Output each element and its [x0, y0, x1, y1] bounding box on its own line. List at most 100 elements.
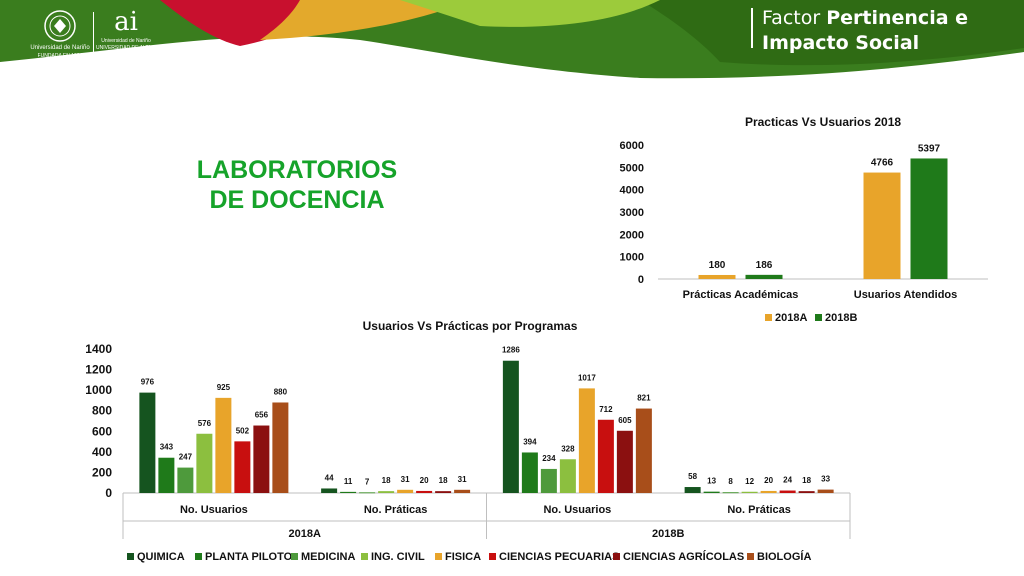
- legend-swatch: [613, 553, 620, 560]
- legend-label: BIOLOGÍA: [757, 550, 811, 563]
- y-tick-label: 1000: [620, 252, 644, 264]
- university-logo-founded: FUNDADA EN 1904: [37, 53, 83, 59]
- factor-name-part1: Pertinencia e: [826, 7, 969, 29]
- bar: [177, 467, 194, 493]
- y-tick-label: 4000: [620, 185, 644, 197]
- data-label: 1286: [502, 346, 520, 355]
- x-tick-label: Usuarios Atendidos: [854, 289, 958, 301]
- y-tick-label: 400: [92, 445, 112, 459]
- data-label: 24: [783, 476, 792, 485]
- legend-swatch: [765, 314, 772, 321]
- bar: [158, 457, 175, 493]
- legend-swatch: [747, 553, 754, 560]
- data-label: 925: [217, 383, 231, 392]
- data-label: 7: [365, 477, 370, 486]
- y-tick-label: 200: [92, 465, 112, 479]
- bar: [779, 490, 796, 493]
- page-title-line1: LABORATORIOS: [196, 156, 398, 184]
- data-label: 33: [821, 475, 830, 484]
- accreditation-caption-3: ACREDITACIÓN INSTITUCIONAL: [96, 52, 173, 58]
- bar: [234, 441, 251, 493]
- legend-label: CIENCIAS AGRÍCOLAS: [623, 550, 744, 563]
- y-tick-label: 0: [105, 486, 112, 500]
- bar: [196, 433, 213, 493]
- y-tick-label: 3000: [620, 207, 644, 219]
- header-divider: [751, 8, 753, 48]
- bar: [817, 489, 834, 493]
- y-tick-label: 1200: [85, 363, 112, 377]
- bar: [798, 491, 815, 493]
- factor-title-line2: Impacto Social: [762, 32, 919, 54]
- chart-title: Usuarios Vs Prácticas por Programas: [363, 319, 578, 333]
- x-tick-label: Prácticas Académicas: [683, 289, 799, 301]
- data-label: 976: [141, 378, 155, 387]
- logo-divider: [93, 12, 94, 56]
- y-tick-label: 6000: [620, 140, 644, 152]
- data-label: 328: [561, 444, 575, 453]
- bar: [321, 488, 338, 493]
- bar: [378, 491, 395, 493]
- data-label: 821: [637, 394, 651, 403]
- bar: [578, 388, 595, 493]
- data-label: 4766: [871, 158, 894, 169]
- data-label: 656: [255, 411, 269, 420]
- y-tick-label: 1400: [85, 342, 112, 356]
- bar: [253, 425, 270, 493]
- banner-dark-green-wedge: [640, 0, 1024, 66]
- practicas-vs-usuarios-chart: Practicas Vs Usuarios 2018 0 1000 2000 3000 4…: [620, 115, 988, 324]
- bar: [722, 492, 739, 494]
- legend-swatch: [291, 553, 298, 560]
- accreditation-caption-1: Universidad de Nariño: [101, 38, 151, 44]
- data-label: 20: [764, 476, 773, 485]
- factor-name-part2: Impacto Social: [762, 32, 920, 54]
- data-label: 605: [618, 416, 632, 425]
- data-label: 343: [160, 443, 174, 452]
- bar: [540, 468, 557, 493]
- data-label: 18: [382, 476, 391, 485]
- university-seal-icon: [44, 10, 76, 42]
- legend-swatch: [195, 553, 202, 560]
- bar: [863, 172, 901, 279]
- data-label: 394: [523, 437, 537, 446]
- data-label: 247: [179, 453, 193, 462]
- data-label: 5397: [918, 143, 941, 154]
- chart-title: Practicas Vs Usuarios 2018: [745, 115, 901, 129]
- bar: [454, 489, 471, 493]
- y-tick-label: 1000: [85, 383, 112, 397]
- bar: [760, 490, 777, 493]
- data-label: 44: [325, 473, 334, 482]
- x-tick-label: No. Práticas: [364, 504, 428, 516]
- data-label: 880: [274, 387, 288, 396]
- factor-prefix: Factor: [762, 7, 821, 29]
- data-label: 234: [542, 454, 556, 463]
- bar: [272, 402, 289, 493]
- bar: [741, 491, 758, 493]
- university-logo-name: Universidad de Nariño: [30, 45, 90, 51]
- x-tick-label: No. Usuarios: [180, 504, 248, 516]
- data-label: 31: [458, 475, 467, 484]
- legend-label: FISICA: [445, 551, 481, 563]
- bar: [397, 489, 414, 493]
- legend-label: 2018A: [775, 312, 807, 324]
- bar: [597, 419, 614, 493]
- banner-gold-swoosh: [260, 0, 470, 40]
- y-tick-label: 5000: [620, 162, 644, 174]
- data-label: 11: [344, 477, 353, 486]
- data-label: 576: [198, 419, 212, 428]
- university-logo: Universidad de Nariño FUNDADA EN 1904: [30, 8, 90, 62]
- y-tick-label: 0: [638, 274, 644, 286]
- bar: [703, 491, 720, 493]
- legend-label: CIENCIAS PECUARIAS: [499, 551, 619, 563]
- legend-swatch: [489, 553, 496, 560]
- legend-swatch: [435, 553, 442, 560]
- bar: [435, 491, 452, 493]
- y-tick-label: 600: [92, 424, 112, 438]
- y-tick-label: 800: [92, 404, 112, 418]
- data-label: 18: [439, 476, 448, 485]
- bar: [635, 408, 652, 493]
- y-tick-label: 2000: [620, 229, 644, 241]
- legend-label: PLANTA PILOTO: [205, 551, 293, 563]
- data-label: 18: [802, 476, 811, 485]
- legend-swatch: [815, 314, 822, 321]
- data-label: 502: [236, 426, 250, 435]
